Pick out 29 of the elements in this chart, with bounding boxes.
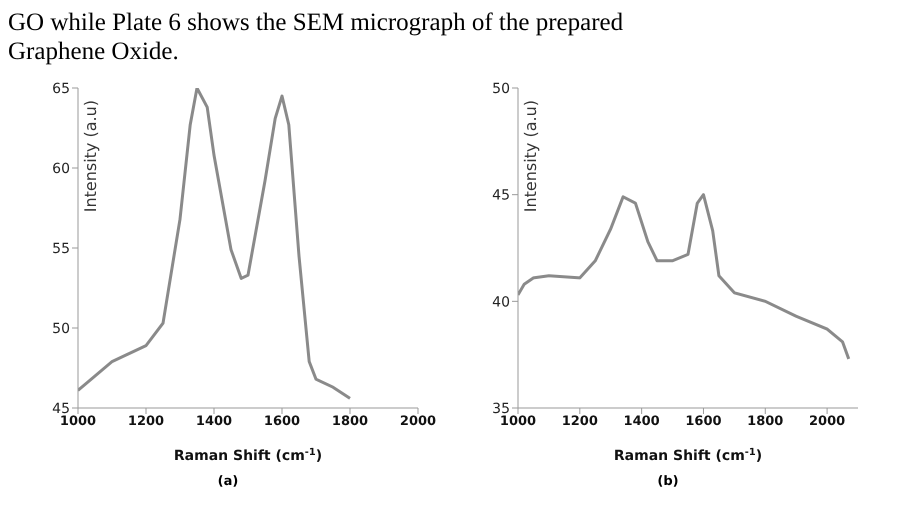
x-tick-label: 1600 bbox=[685, 414, 722, 430]
text: (b) bbox=[656, 474, 680, 489]
y-axis-title: Intensity (a.u) bbox=[521, 100, 540, 212]
x-axis-title: Raman Shift (cm$^{-1}$) bbox=[174, 446, 322, 464]
x-tick-label: 1200 bbox=[128, 414, 164, 430]
y-tick-label: 60 bbox=[52, 160, 70, 177]
x-tick-label: 1600 bbox=[264, 414, 300, 430]
y-tick-label: 50 bbox=[52, 320, 70, 337]
chart-title: GO while Plate 6 shows the SEM micrograph of the prepared Graphene Oxide. bbox=[8, 8, 624, 67]
y-tick-label: 40 bbox=[492, 294, 510, 310]
x-tick-label: 1400 bbox=[624, 414, 660, 430]
x-axis-title: Raman Shift (cm$^{-1}$) bbox=[614, 446, 762, 464]
x-tick-label: 1400 bbox=[196, 414, 232, 430]
y-tick-label: 45 bbox=[52, 400, 70, 417]
x-tick-label: 2000 bbox=[400, 414, 436, 430]
x-tick-label: 1000 bbox=[60, 414, 96, 430]
line-series bbox=[78, 88, 352, 400]
y-tick-label: 45 bbox=[492, 188, 510, 204]
x-tick-label: 1200 bbox=[562, 414, 598, 430]
x-tick-label: 2000 bbox=[808, 414, 846, 430]
text: (a) bbox=[216, 474, 240, 489]
x-tick-label: 1800 bbox=[747, 414, 784, 430]
y-tick-label: 65 bbox=[52, 80, 70, 97]
x-tick-label: 1800 bbox=[332, 414, 368, 430]
y-tick-label: 55 bbox=[52, 240, 70, 257]
y-tick-label: 50 bbox=[492, 80, 510, 97]
y-tick-label: 35 bbox=[492, 400, 510, 417]
y-axis-title: Intensity (a.u) bbox=[81, 100, 100, 212]
x-tick-label: 1000 bbox=[500, 414, 536, 430]
